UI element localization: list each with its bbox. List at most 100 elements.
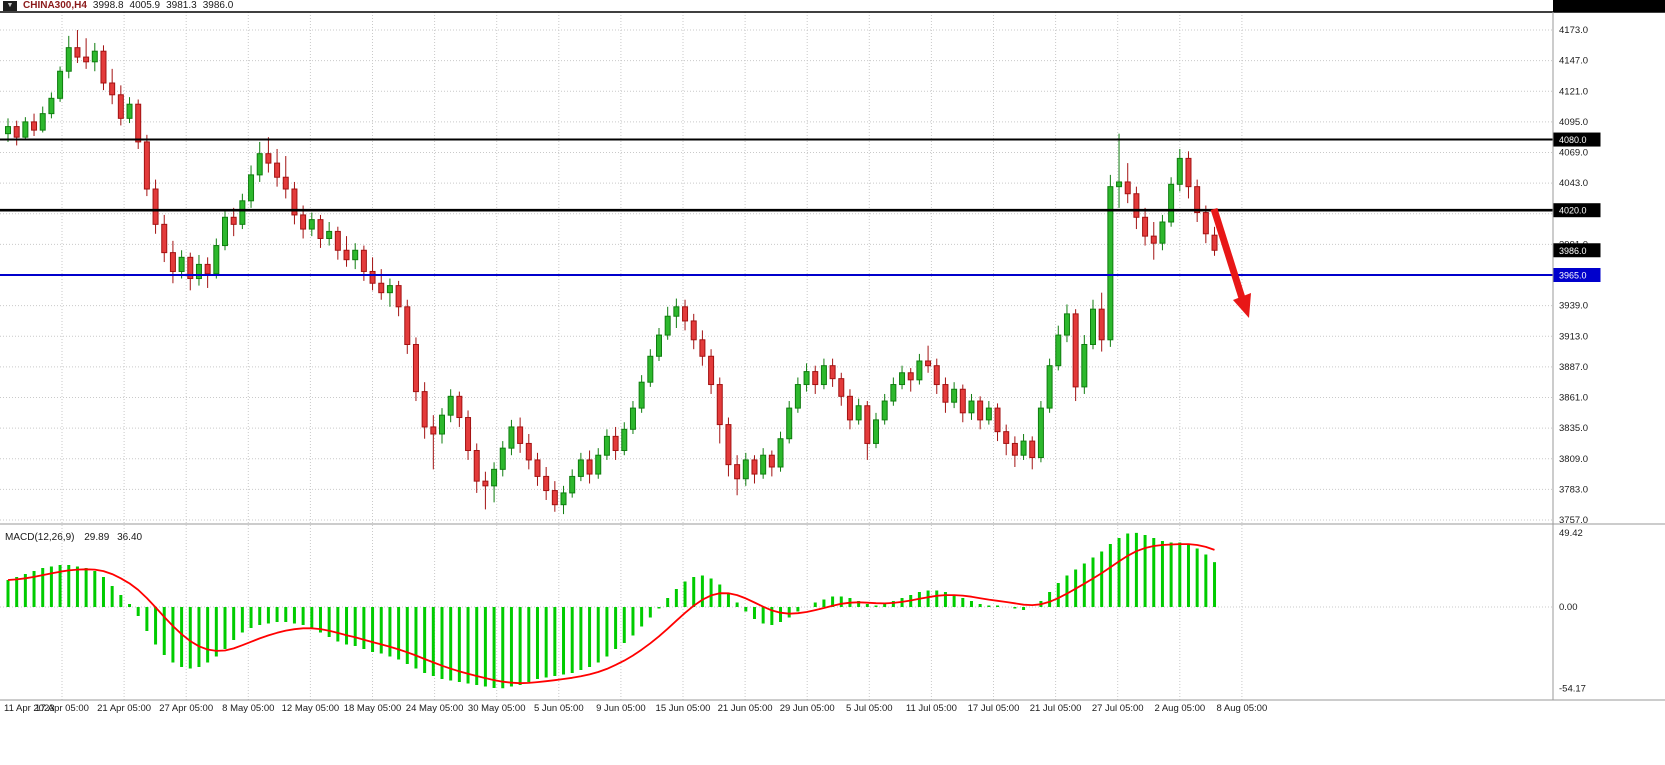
candle (161, 214, 168, 263)
macd-axis-label: -54.17 (1559, 683, 1586, 694)
candle (473, 443, 480, 493)
time-axis-label: 30 May 05:00 (468, 703, 526, 714)
macd-signal-value: 36.40 (117, 532, 142, 543)
candle (5, 118, 11, 142)
time-axis-label: 11 Apr 2023 (4, 703, 55, 714)
quote-low: 3981.3 (166, 0, 197, 11)
candle (13, 120, 20, 146)
candle (846, 389, 853, 430)
time-axis-label: 29 Jun 05:00 (780, 703, 835, 714)
candle (751, 455, 758, 484)
time-axis-label: 17 Jul 05:00 (968, 703, 1020, 714)
candle (985, 401, 992, 425)
candle (1072, 309, 1079, 402)
time-axis-label: 9 Jun 05:00 (596, 703, 646, 714)
sell-arrow-annotation[interactable] (1210, 207, 1251, 318)
candle (491, 462, 498, 503)
candle (1168, 177, 1175, 227)
time-axis-label: 27 Apr 05:00 (159, 703, 213, 714)
candle (334, 226, 341, 260)
candle (690, 313, 697, 350)
time-axis-label: 21 Jun 05:00 (718, 703, 773, 714)
price-axis-label: 3887.0 (1559, 362, 1588, 373)
candle (317, 214, 324, 248)
time-axis-label: 21 Apr 05:00 (97, 703, 151, 714)
candle (829, 358, 836, 387)
candle (1185, 151, 1192, 199)
candle (925, 345, 932, 373)
price-axis-label: 4147.0 (1559, 56, 1588, 67)
price-axis-label: 4121.0 (1559, 86, 1588, 97)
candle (1211, 226, 1218, 256)
price-badges: 4080.0 4020.0 3965.0 3986.0 (1553, 132, 1601, 282)
candle (508, 419, 515, 456)
price-badge: 3965.0 (1553, 268, 1601, 282)
candle (734, 455, 741, 496)
price-badge: 3986.0 (1553, 243, 1601, 258)
candle (421, 382, 428, 439)
candle (603, 429, 610, 460)
candle (1090, 299, 1096, 350)
candle (22, 117, 29, 140)
candle (612, 426, 619, 460)
candle (447, 389, 454, 423)
quote-close: 3986.0 (202, 0, 234, 11)
macd-indicator (6, 532, 1217, 689)
svg-text:4080.0: 4080.0 (1559, 135, 1587, 145)
candle (525, 434, 532, 470)
candle (1037, 401, 1044, 463)
candle (838, 372, 845, 406)
candle (31, 113, 38, 137)
candle (222, 210, 228, 251)
candle (1107, 174, 1114, 347)
candle (664, 306, 671, 340)
candle (586, 450, 593, 484)
candle (1159, 214, 1166, 251)
time-axis-label: 5 Jun 05:00 (534, 703, 584, 714)
gridlines (0, 12, 1553, 700)
candle (786, 401, 793, 444)
candle (230, 207, 237, 237)
candle (1046, 358, 1053, 413)
time-axis-label: 15 Jun 05:00 (656, 703, 711, 714)
price-axis-label: 3939.0 (1559, 301, 1588, 312)
price-axis-label: 3809.0 (1559, 454, 1588, 465)
candle (1202, 205, 1209, 244)
candle (213, 238, 220, 279)
candle (265, 137, 272, 173)
symbol-dropdown-button[interactable]: ▼ (3, 1, 17, 11)
candle (812, 365, 819, 394)
price-axis-label: 4043.0 (1559, 178, 1588, 189)
candle (1029, 436, 1036, 470)
candle (282, 156, 289, 199)
candle (430, 415, 437, 470)
candle (933, 358, 940, 394)
price-badge: 4080.0 (1553, 132, 1601, 147)
candle (560, 485, 567, 515)
candle (57, 66, 64, 102)
candle (83, 38, 90, 69)
candle (152, 179, 159, 234)
candle (621, 422, 628, 456)
time-axis-label: 12 May 05:00 (282, 703, 340, 714)
candle (404, 299, 411, 354)
candle (699, 330, 706, 366)
candle (977, 396, 984, 430)
time-axis-label: 11 Jul 05:00 (906, 703, 957, 714)
time-axis-label: 21 Jul 05:00 (1030, 703, 1082, 714)
price-axis-label: 3783.0 (1559, 484, 1588, 495)
candle (1176, 148, 1183, 192)
candle (326, 221, 333, 246)
macd-name: MACD(12,26,9) (5, 532, 74, 543)
candle (195, 254, 202, 286)
candle (439, 408, 445, 444)
macd-main-value: 29.89 (84, 532, 109, 543)
candle (395, 280, 402, 317)
quote-high: 4005.9 (129, 0, 161, 11)
candle (1011, 436, 1018, 467)
time-axis-label: 2 Aug 05:00 (1154, 703, 1205, 714)
candle (855, 398, 862, 425)
